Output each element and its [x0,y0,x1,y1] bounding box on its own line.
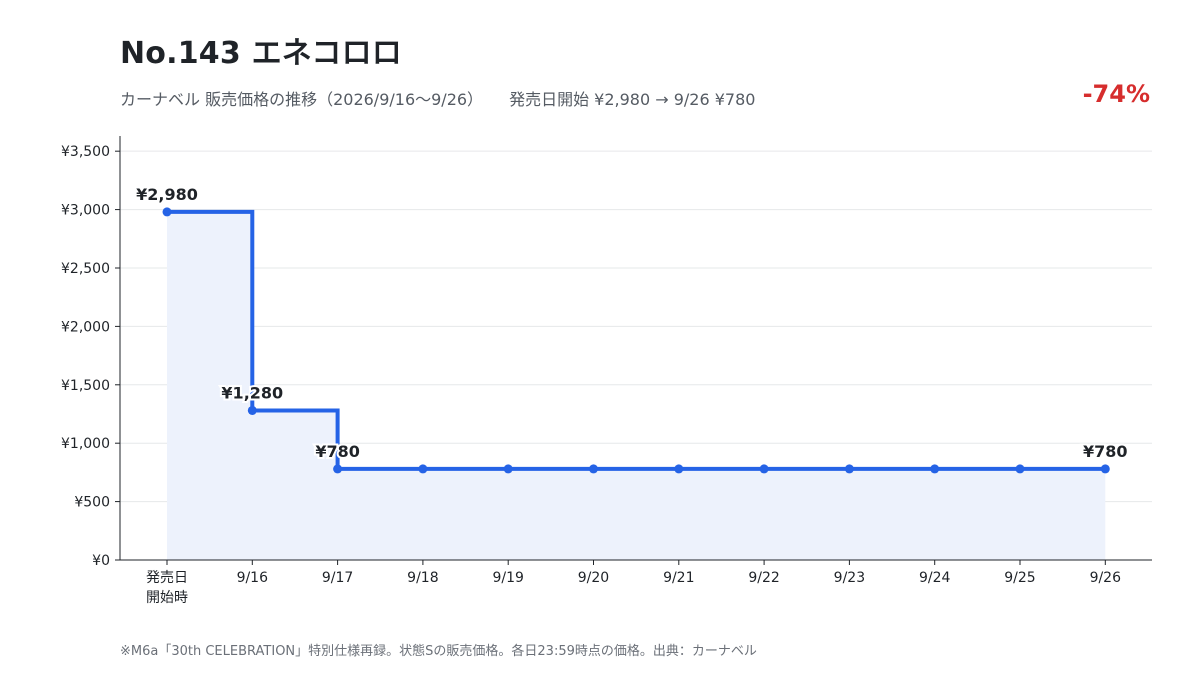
y-tick-label: ¥3,000 [61,203,110,219]
x-tick-label: 9/18 [407,570,438,586]
data-label: ¥1,280 [221,383,283,402]
y-tick-label: ¥2,500 [61,261,110,277]
x-tick-label: 9/16 [237,570,269,586]
x-tick-label: 9/17 [322,570,353,586]
data-labels: ¥2,980 ¥1,280 ¥780 ¥780 [134,183,1129,463]
data-point [844,464,854,474]
x-tick-label: 9/26 [1090,570,1122,586]
data-point [674,464,684,474]
chart-subtitle: カーナベル 販売価格の推移（2026/9/16〜9/26） 発売日開始 ¥2,98… [120,86,755,110]
area-fill-path [167,211,1106,561]
x-tick-label: 9/21 [663,570,694,586]
data-points [162,207,1110,474]
x-tick-label: 9/20 [578,570,609,586]
x-tick-label: 9/24 [919,570,951,586]
subtitle-summary: 発売日開始 ¥2,980 → 9/26 ¥780 [509,90,756,109]
data-point [1015,464,1025,474]
y-tick-label: ¥3,500 [61,144,110,160]
x-tick-label: 発売日開始時 [146,570,188,606]
x-tick-label: 9/23 [834,570,865,586]
x-tick-label: 9/19 [492,570,523,586]
data-label: ¥780 [1083,442,1128,461]
y-tick-label: ¥1,500 [61,378,110,394]
y-axis-ticks: ¥0 ¥500 ¥1,000 ¥1,500 ¥2,000 ¥2,500 ¥3,000 ¥3,5… [61,144,120,569]
data-point [162,207,172,217]
data-point [247,405,257,415]
area-fill [167,211,1106,561]
data-label: ¥780 [315,442,360,461]
data-point [418,464,428,474]
x-tick-label: 9/22 [748,570,779,586]
data-point [930,464,940,474]
y-tick-label: ¥1,000 [61,436,110,452]
data-point [1100,464,1110,474]
data-label: ¥2,980 [136,185,198,204]
subtitle-main: カーナベル 販売価格の推移（2026/9/16〜9/26） [120,90,484,109]
data-point [759,464,769,474]
x-axis-ticks: 発売日開始時 9/16 9/17 9/18 9/19 9/20 9/21 9/22 9/23 9/… [146,560,1121,606]
data-point [589,464,598,474]
data-point [503,464,513,474]
y-tick-label: ¥500 [74,495,110,511]
footnote: ※M6a「30th CELEBRATION」特別仕様再録。状態Sの販売価格。各日… [120,644,757,659]
y-tick-label: ¥0 [92,553,110,569]
price-change-badge: -74% [1082,80,1150,108]
series-line-path [167,209,1106,471]
y-tick-label: ¥2,000 [61,319,110,335]
chart-title: No.143 エネコロロ [120,36,402,71]
series-line [167,209,1106,471]
x-tick-label: 9/25 [1004,570,1035,586]
axes [119,136,1152,561]
data-point [333,464,343,474]
